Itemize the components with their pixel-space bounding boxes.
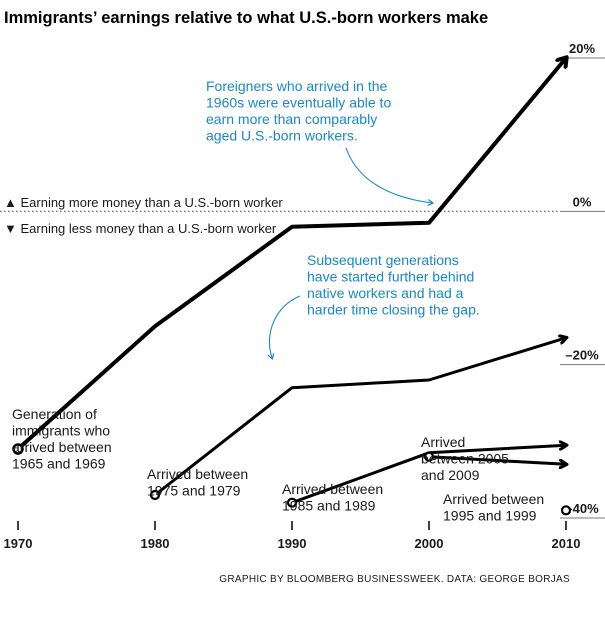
y-tick-label: 0% — [573, 194, 592, 209]
series-start-point-0 — [12, 443, 24, 455]
series-label-2: Arrived between 1985 and 1989 — [282, 481, 383, 514]
series-line-1 — [153, 338, 566, 497]
annotation-line: native workers and had a — [307, 285, 464, 301]
annotation-line: aged U.S.-born workers. — [206, 128, 358, 144]
y-tick-label: –20% — [565, 348, 599, 363]
annotation-arrow-1 — [267, 295, 301, 361]
series-label-line: and 2009 — [421, 467, 480, 483]
x-tick-label: 2000 — [415, 536, 444, 551]
zero-line-labels: ▲ Earning more money than a U.S.-born wo… — [4, 195, 283, 236]
series-label-line: 1995 and 1999 — [443, 508, 537, 524]
y-axis-layer: 20% 0% –20% –40% — [0, 41, 605, 519]
series-label-line: arrived between — [12, 439, 112, 455]
series-label-line: Arrived between — [443, 491, 544, 507]
series-label-line: Generation of — [12, 406, 97, 422]
x-axis-layer: 1970 1980 1990 2000 2010 — [4, 521, 581, 551]
chart-title: Immigrants’ earnings relative to what U.… — [4, 9, 488, 27]
series-labels: Generation of immigrants who arrived betwe… — [12, 406, 544, 524]
series-label-3: Arrived between 2005 and 2009 — [421, 434, 509, 483]
annotation-0: Foreigners who arrived in the 1960s were … — [206, 78, 391, 144]
x-tick-label: 2010 — [552, 536, 581, 551]
annotations: Foreigners who arrived in the 1960s were … — [206, 78, 480, 361]
annotation-line: harder time closing the gap. — [307, 302, 480, 318]
series-line-3 — [427, 455, 566, 465]
annotation-line: earn more than comparably — [206, 111, 377, 127]
series-label-line: 1985 and 1989 — [282, 498, 376, 514]
series-start-point-4 — [560, 505, 572, 516]
x-tick-label: 1970 — [4, 536, 33, 551]
x-tick-label: 1980 — [141, 536, 170, 551]
series-start-point-1 — [149, 489, 161, 501]
series-label-0: Generation of immigrants who arrived betwe… — [12, 406, 112, 472]
annotation-line: 1960s were eventually able to — [206, 95, 391, 111]
series-label-line: Arrived — [421, 434, 465, 450]
series-label-line: between 2005 — [421, 451, 509, 467]
series-label-4: Arrived between 1995 and 1999 — [443, 491, 544, 524]
y-tick-label: 20% — [569, 41, 595, 56]
series-label-1: Arrived between 1975 and 1979 — [147, 466, 248, 499]
series-layer — [12, 58, 572, 516]
annotation-1: Subsequent generations have started furth… — [307, 252, 480, 318]
series-line-0 — [16, 58, 566, 451]
series-label-line: 1975 and 1979 — [147, 483, 241, 499]
annotation-line: Subsequent generations — [307, 252, 459, 268]
annotation-line: Foreigners who arrived in the — [206, 78, 388, 94]
series-label-line: Arrived between — [147, 466, 248, 482]
series-label-line: 1965 and 1969 — [12, 456, 106, 472]
series-start-point-2 — [286, 497, 298, 508]
series-start-point-3 — [423, 451, 435, 462]
series-label-line: immigrants who — [12, 423, 110, 439]
annotation-arrow-0 — [345, 147, 435, 207]
annotation-line: have started further behind — [307, 269, 474, 285]
zero-label-below: ▼ Earning less money than a U.S.-born wo… — [4, 221, 277, 236]
y-tick-label: –40% — [565, 501, 599, 516]
zero-label-above: ▲ Earning more money than a U.S.-born wo… — [4, 195, 283, 210]
x-tick-label: 1990 — [278, 536, 307, 551]
series-label-line: Arrived between — [282, 481, 383, 497]
credit-line: GRAPHIC BY BLOOMBERG BUSINESSWEEK. DATA:… — [219, 574, 570, 585]
